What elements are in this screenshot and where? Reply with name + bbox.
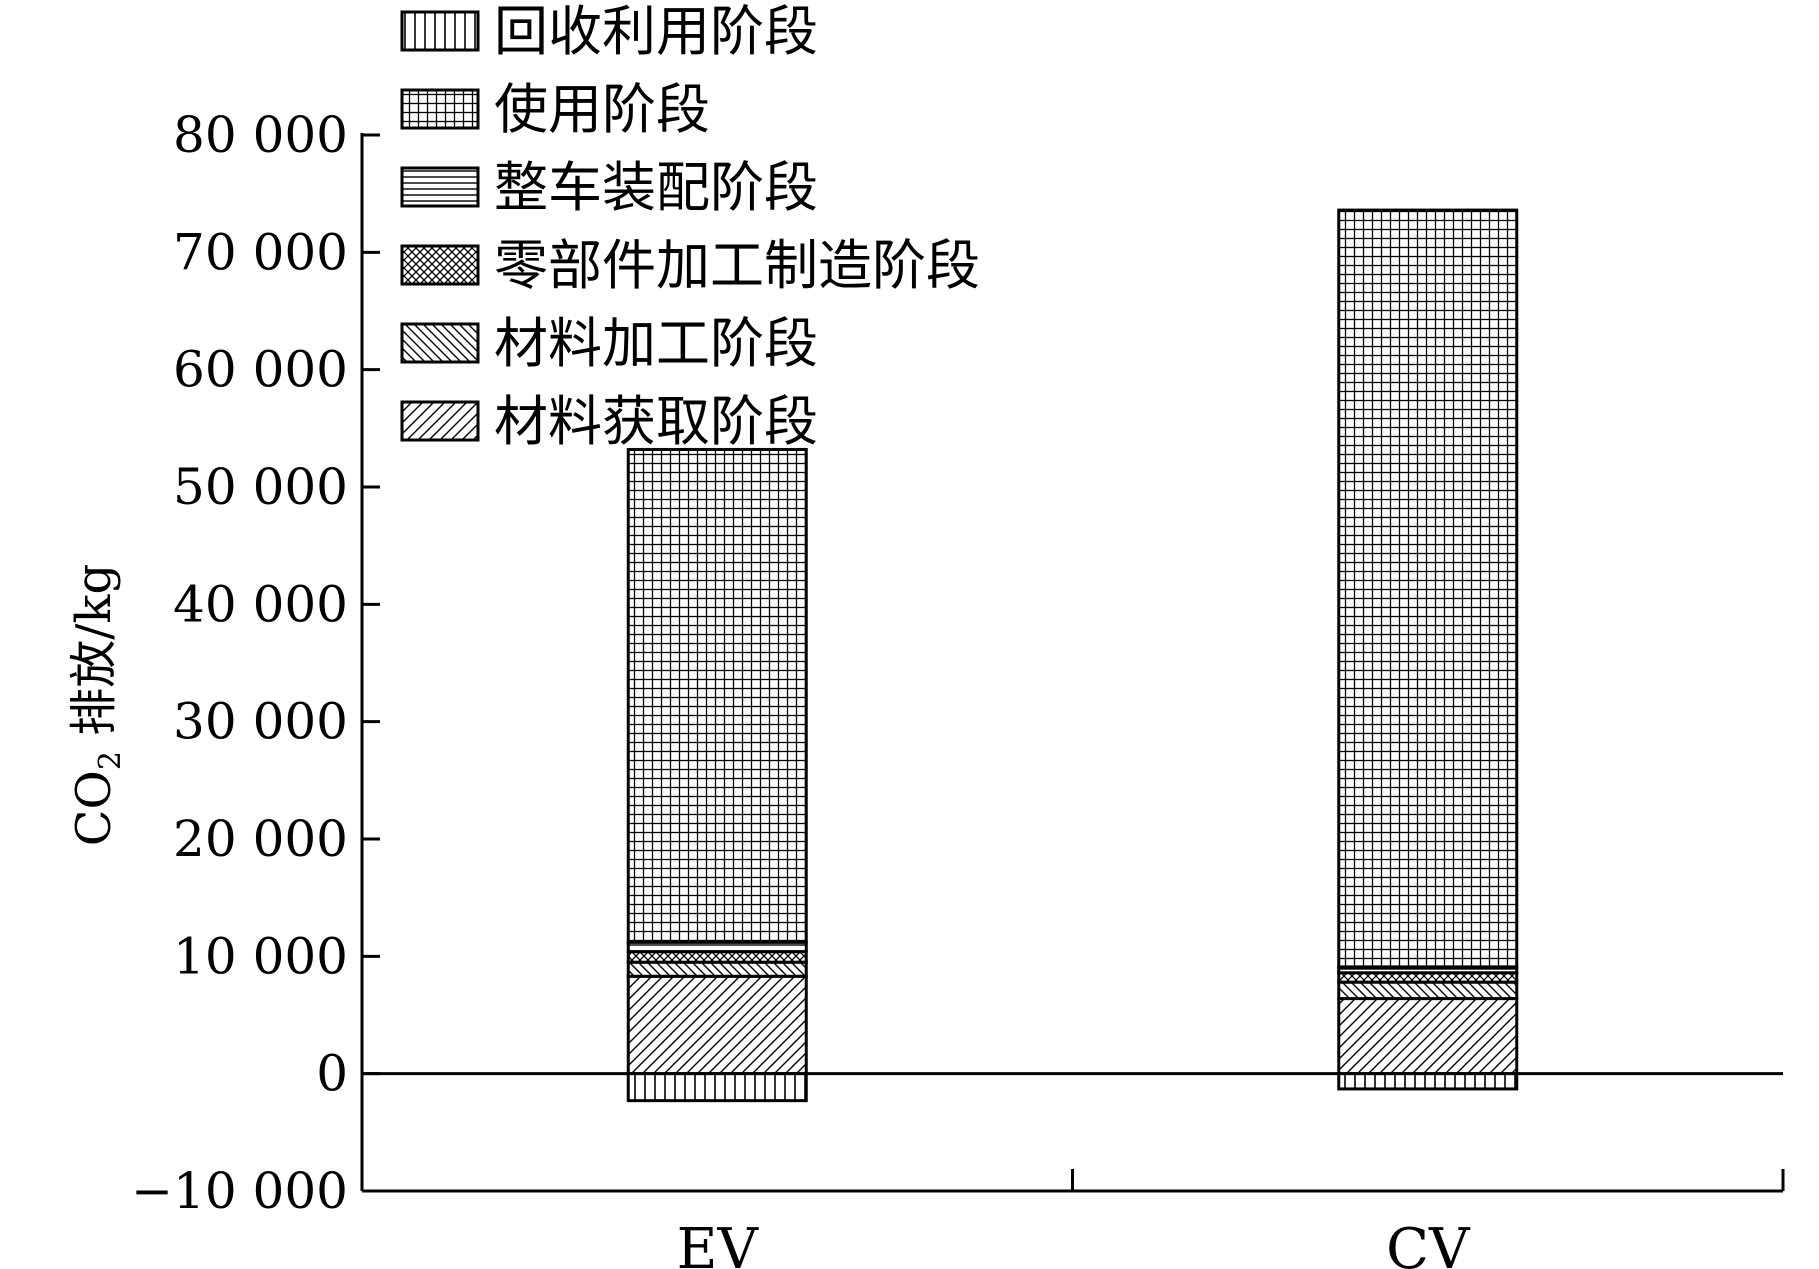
legend-swatch [400, 88, 480, 130]
bar-segment [1337, 1072, 1519, 1091]
legend-label: 材料获取阶段 [494, 390, 818, 453]
y-axis: −10 000 0 10 000 20 000 30 000 40 000 50 000 60… [131, 106, 380, 1220]
bar-segment [626, 1072, 808, 1103]
legend-label: 整车装配阶段 [494, 156, 818, 219]
y-tick-label: 50 000 [173, 458, 348, 516]
y-tick-label: 0 [316, 1045, 348, 1103]
legend-label: 零部件加工制造阶段 [494, 234, 980, 297]
legend-swatch [400, 400, 480, 442]
bar-segment [1337, 997, 1519, 1076]
y-tick-label: 80 000 [173, 106, 348, 164]
x-axis: EV CV [362, 1072, 1785, 1269]
y-tick-label: −10 000 [131, 1162, 348, 1220]
y-tick-label: 10 000 [173, 927, 348, 985]
bar-segment [626, 950, 808, 964]
legend-label: 使用阶段 [494, 78, 710, 141]
y-axis-label: CO2 排放/kg [66, 564, 128, 846]
legend-swatch [400, 166, 480, 208]
y-tick-label: 20 000 [173, 810, 348, 868]
x-tick-label: CV [1386, 1217, 1471, 1269]
y-axis-label-main: CO [66, 770, 122, 846]
y-tick-label: 30 000 [173, 693, 348, 751]
legend-swatch [400, 10, 480, 52]
legend-swatch [400, 244, 480, 286]
y-tick-label: 70 000 [173, 223, 348, 281]
bars [626, 208, 1519, 1103]
y-axis-label-rest: 排放/kg [66, 564, 122, 751]
y-tick-label: 60 000 [173, 341, 348, 399]
bar-segment [626, 960, 808, 978]
legend-label: 材料加工阶段 [494, 312, 818, 375]
y-axis-label-subscript: 2 [93, 751, 128, 770]
bar-segment [1337, 980, 1519, 1001]
bar-segment [626, 447, 808, 944]
legend-swatch [400, 322, 480, 364]
x-tick-label: EV [677, 1217, 760, 1269]
bar-segment [1337, 208, 1519, 969]
bar-segment [626, 974, 808, 1076]
legend-label: 回收利用阶段 [494, 0, 818, 63]
y-tick-label: 40 000 [173, 575, 348, 633]
